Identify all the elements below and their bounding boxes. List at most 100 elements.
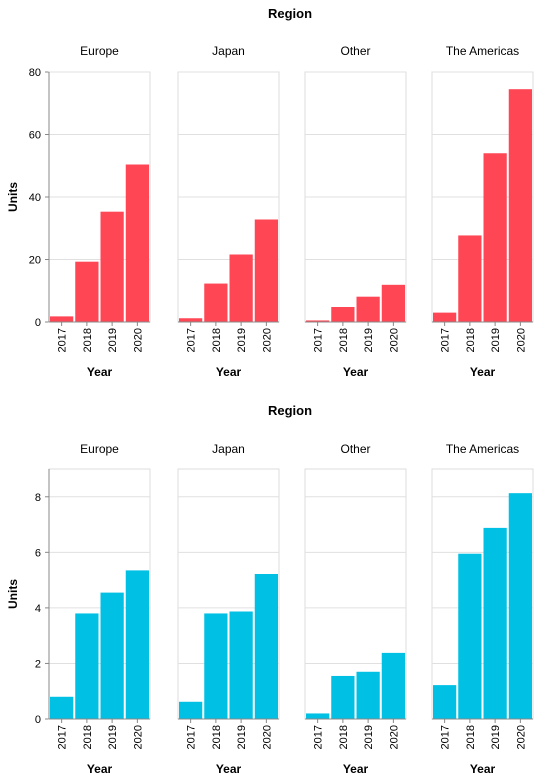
x-tick-label: 2019 bbox=[490, 328, 502, 352]
y-tick-label: 6 bbox=[35, 547, 41, 559]
facet-title: The Americas bbox=[446, 44, 519, 58]
x-tick-label: 2017 bbox=[186, 725, 198, 749]
bar-europe-2017 bbox=[50, 696, 74, 719]
y-tick-label: 4 bbox=[35, 603, 41, 615]
x-tick-label: 2018 bbox=[211, 328, 223, 352]
x-tick-label: 2017 bbox=[313, 725, 325, 749]
x-tick-label: 2019 bbox=[490, 725, 502, 749]
y-axis-title: Units bbox=[6, 182, 20, 212]
x-axis-title: Year bbox=[87, 762, 113, 776]
x-tick-label: 2020 bbox=[515, 725, 527, 749]
bar-europe-2020 bbox=[125, 164, 149, 322]
x-tick-label: 2019 bbox=[236, 725, 248, 749]
bar-other-2018 bbox=[331, 307, 355, 322]
facet-header-title: Region bbox=[268, 403, 312, 418]
facet-title: Europe bbox=[80, 442, 119, 456]
x-tick-label: 2017 bbox=[57, 328, 69, 352]
facet-title: Other bbox=[340, 44, 370, 58]
x-tick-label: 2019 bbox=[236, 328, 248, 352]
x-tick-label: 2017 bbox=[440, 328, 452, 352]
facet-title: Japan bbox=[212, 442, 245, 456]
x-tick-label: 2018 bbox=[465, 725, 477, 749]
x-axis-title: Year bbox=[470, 365, 496, 379]
facet-header-title: Region bbox=[268, 6, 312, 21]
x-tick-label: 2017 bbox=[313, 328, 325, 352]
x-tick-label: 2017 bbox=[186, 328, 198, 352]
y-axis-title: Units bbox=[6, 579, 20, 609]
bar-the-americas-2020 bbox=[508, 89, 532, 322]
x-tick-label: 2018 bbox=[82, 725, 94, 749]
x-axis-title: Year bbox=[216, 365, 242, 379]
facet-title: Other bbox=[340, 442, 370, 456]
bar-japan-2020 bbox=[254, 574, 278, 719]
bar-europe-2018 bbox=[75, 613, 99, 719]
x-tick-label: 2018 bbox=[211, 725, 223, 749]
bar-japan-2018 bbox=[204, 283, 228, 322]
x-tick-label: 2019 bbox=[363, 328, 375, 352]
bar-europe-2019 bbox=[100, 592, 124, 719]
x-axis-title: Year bbox=[343, 365, 369, 379]
x-tick-label: 2020 bbox=[261, 725, 273, 749]
facet-panel-europe: Europe 2017 2018 2019 2020 Year bbox=[48, 44, 151, 379]
bar-japan-2017 bbox=[179, 701, 203, 719]
bar-japan-2017 bbox=[179, 318, 203, 322]
y-tick-label: 20 bbox=[29, 255, 41, 267]
x-tick-label: 2018 bbox=[82, 328, 94, 352]
bar-other-2017 bbox=[306, 713, 330, 719]
facet-panel-the-americas: The Americas 2017 2018 2019 2020 Year bbox=[431, 442, 534, 776]
y-tick-label: 8 bbox=[35, 492, 41, 504]
bar-europe-2017 bbox=[50, 316, 74, 322]
x-tick-label: 2020 bbox=[132, 725, 144, 749]
x-axis-title: Year bbox=[87, 365, 113, 379]
x-axis-title: Year bbox=[216, 762, 242, 776]
x-tick-label: 2017 bbox=[440, 725, 452, 749]
x-tick-label: 2019 bbox=[107, 328, 119, 352]
facet-panel-japan: Japan 2017 2018 2019 2020 Year bbox=[177, 44, 280, 379]
bar-other-2020 bbox=[381, 284, 405, 322]
bar-the-americas-2018 bbox=[458, 553, 482, 719]
x-tick-label: 2018 bbox=[338, 328, 350, 352]
chart-0: Region Units 0 20 40 60 80 Europe 2017 2018 2019 20… bbox=[6, 6, 534, 379]
bar-other-2020 bbox=[381, 652, 405, 719]
facet-panel-japan: Japan 2017 2018 2019 2020 Year bbox=[177, 442, 280, 776]
bar-europe-2020 bbox=[125, 570, 149, 719]
facet-panel-europe: Europe 2017 2018 2019 2020 Year bbox=[48, 442, 151, 776]
bar-the-americas-2020 bbox=[508, 493, 532, 719]
y-tick-label: 60 bbox=[29, 130, 41, 142]
bar-japan-2020 bbox=[254, 219, 278, 322]
bar-the-americas-2018 bbox=[458, 235, 482, 322]
facet-title: The Americas bbox=[446, 442, 519, 456]
bar-other-2019 bbox=[356, 671, 380, 719]
bar-japan-2019 bbox=[229, 611, 253, 719]
y-tick-label: 80 bbox=[29, 67, 41, 79]
x-tick-label: 2018 bbox=[338, 725, 350, 749]
facet-panel-other: Other 2017 2018 2019 2020 Year bbox=[304, 442, 407, 776]
x-axis-title: Year bbox=[470, 762, 496, 776]
facet-panel-other: Other 2017 2018 2019 2020 Year bbox=[304, 44, 407, 379]
y-tick-label: 0 bbox=[35, 317, 41, 329]
facet-title: Europe bbox=[80, 44, 119, 58]
x-axis-title: Year bbox=[343, 762, 369, 776]
bar-japan-2019 bbox=[229, 254, 253, 322]
bar-other-2018 bbox=[331, 675, 355, 719]
bar-the-americas-2017 bbox=[433, 685, 457, 719]
x-tick-label: 2020 bbox=[132, 328, 144, 352]
facet-panel-the-americas: The Americas 2017 2018 2019 2020 Year bbox=[431, 44, 534, 379]
chart-1: Region Units 0 2 4 6 8 Europe 2017 2018 2019 2020 Ye… bbox=[6, 403, 534, 776]
x-tick-label: 2020 bbox=[515, 328, 527, 352]
y-tick-label: 0 bbox=[35, 714, 41, 726]
bar-japan-2018 bbox=[204, 613, 228, 719]
y-tick-label: 40 bbox=[29, 192, 41, 204]
facet-title: Japan bbox=[212, 44, 245, 58]
y-tick-label: 2 bbox=[35, 658, 41, 670]
bar-europe-2018 bbox=[75, 261, 99, 322]
x-tick-label: 2020 bbox=[261, 328, 273, 352]
x-tick-label: 2019 bbox=[107, 725, 119, 749]
bar-other-2017 bbox=[306, 320, 330, 322]
bar-the-americas-2019 bbox=[483, 527, 507, 719]
x-tick-label: 2017 bbox=[57, 725, 69, 749]
bar-the-americas-2019 bbox=[483, 153, 507, 322]
x-tick-label: 2020 bbox=[388, 725, 400, 749]
x-tick-label: 2018 bbox=[465, 328, 477, 352]
